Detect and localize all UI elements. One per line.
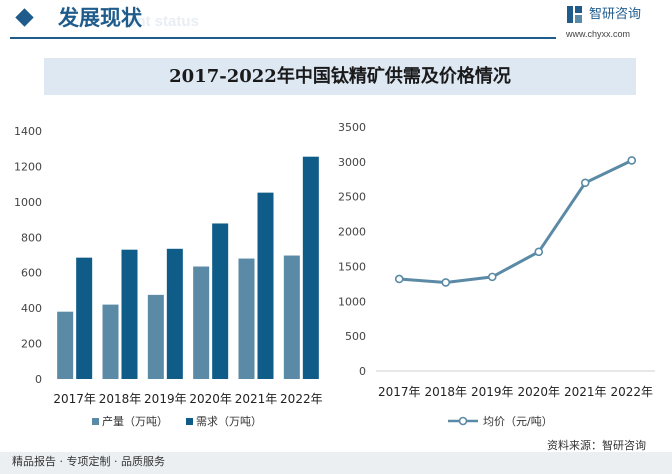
line-y-tick-label: 1000 xyxy=(338,295,366,308)
line-y-tick-label: 2500 xyxy=(338,191,366,204)
line-x-tick-label: 2019年 xyxy=(471,385,514,399)
output-bar xyxy=(147,294,164,379)
bar-x-tick-label: 2017年 xyxy=(53,392,96,406)
bar-y-tick-label: 1200 xyxy=(14,160,42,173)
demand-bar xyxy=(121,249,138,379)
price-line xyxy=(399,159,633,284)
output-bar xyxy=(238,258,255,379)
price-point xyxy=(534,247,544,257)
brand-name: 智研咨询 xyxy=(589,7,642,22)
output-bar xyxy=(193,266,210,379)
price-point xyxy=(487,272,497,282)
demand-bar xyxy=(166,248,183,379)
line-x-tick-label: 2017年 xyxy=(378,385,421,399)
footer-source: 资料来源：智研咨询 xyxy=(547,439,646,452)
bar-x-tick-label: 2020年 xyxy=(189,392,232,406)
line-x-tick-label: 2020年 xyxy=(517,385,560,399)
demand-bar xyxy=(76,257,93,379)
bar-y-tick-label: 0 xyxy=(35,373,42,386)
bar-y-tick-label: 1400 xyxy=(14,125,42,138)
legend-price-label: 均价（元/吨） xyxy=(483,415,553,428)
line-x-tick-label: 2021年 xyxy=(564,385,607,399)
price-point xyxy=(627,156,637,165)
price-point xyxy=(441,278,451,287)
bar-x-tick-label: 2022年 xyxy=(280,392,323,406)
line-y-tick-label: 3500 xyxy=(338,121,366,134)
line-x-tick-label: 2018年 xyxy=(424,385,467,399)
bar-x-tick-label: 2021年 xyxy=(235,392,278,406)
line-y-tick-label: 3000 xyxy=(338,156,366,169)
bar-y-tick-label: 200 xyxy=(21,338,42,351)
demand-bar xyxy=(257,192,274,379)
section-title: 发展现状 xyxy=(58,6,142,30)
legend-demand-label: 需求（万吨） xyxy=(196,415,262,428)
bar-y-tick-label: 800 xyxy=(21,231,42,244)
bar-y-tick-label: 1000 xyxy=(14,196,42,209)
footer-band xyxy=(0,452,672,474)
section-subtitle: ent status xyxy=(128,13,199,30)
legend-output-label: 产量（万吨） xyxy=(102,414,168,428)
line-y-tick-label: 0 xyxy=(359,365,366,378)
bar-y-tick-label: 400 xyxy=(21,302,42,315)
output-bar xyxy=(283,255,300,379)
bar-x-tick-label: 2018年 xyxy=(99,392,142,406)
demand-bar xyxy=(302,156,319,379)
line-x-tick-label: 2022年 xyxy=(610,385,653,399)
price-point xyxy=(580,178,590,188)
legend-output-swatch xyxy=(92,418,99,425)
footer-services: 精品报告 · 专项定制 · 品质服务 xyxy=(12,455,165,468)
price-point xyxy=(394,274,404,284)
output-bar xyxy=(102,304,119,379)
brand-url: www.chyxx.com xyxy=(566,29,631,39)
line-y-tick-label: 2000 xyxy=(338,226,366,239)
line-y-tick-label: 1500 xyxy=(338,260,366,273)
output-bar xyxy=(57,311,74,379)
line-y-tick-label: 500 xyxy=(345,330,366,343)
chart-title-band xyxy=(44,58,636,95)
legend-price-marker xyxy=(458,416,468,426)
header-divider xyxy=(10,37,556,39)
legend-demand-swatch xyxy=(186,418,193,425)
demand-bar xyxy=(212,223,229,379)
chart-title: 2017-2022年中国钛精矿供需及价格情况 xyxy=(169,66,511,87)
brand-logo-icon xyxy=(567,6,582,23)
bar-x-tick-label: 2019年 xyxy=(144,392,187,406)
bar-y-tick-label: 600 xyxy=(21,267,42,280)
section-header: ent status 发展现状 智研咨询 www.chyxx.com xyxy=(0,0,672,40)
